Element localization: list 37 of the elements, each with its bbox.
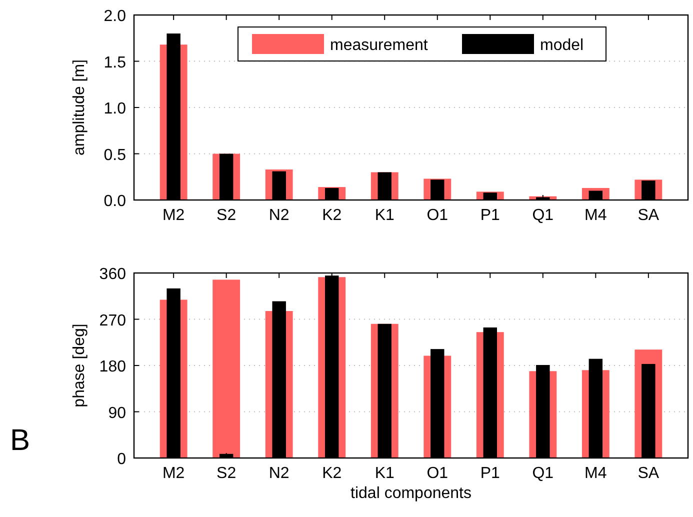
x-tick-label: SA [638, 465, 660, 482]
x-tick-label: K1 [374, 465, 394, 482]
y-tick-label: 90 [108, 404, 126, 422]
x-tick-label: M2 [162, 207, 185, 224]
y-tick-label: 0.5 [104, 146, 126, 164]
y-axis-title: amplitude [m] [71, 59, 88, 156]
y-tick-label: 0.0 [104, 193, 126, 210]
bar [212, 280, 240, 458]
y-tick-label: 1.0 [104, 100, 126, 118]
x-tick-label: K1 [374, 207, 394, 224]
y-tick-label: 1.5 [104, 54, 126, 72]
x-tick-label: N2 [268, 465, 290, 482]
x-tick-label: SA [638, 207, 660, 224]
y-axis-title: phase [deg] [71, 324, 88, 408]
legend-label: model [540, 37, 584, 54]
x-tick-label: M2 [162, 465, 185, 482]
legend-label: measurement [330, 37, 428, 54]
x-tick-label: P1 [480, 207, 500, 224]
x-tick-label: K2 [322, 465, 342, 482]
x-tick-label: M4 [584, 465, 607, 482]
y-tick-label: 0 [117, 451, 126, 468]
y-tick-label: 2.0 [104, 8, 126, 25]
x-tick-label: K2 [322, 207, 342, 224]
y-tick-label: 360 [99, 266, 126, 283]
x-tick-label: O1 [426, 207, 448, 224]
y-tick-label: 180 [99, 358, 126, 376]
x-tick-label: Q1 [532, 207, 554, 224]
x-tick-label: S2 [216, 207, 236, 224]
x-tick-label: M4 [584, 207, 607, 224]
x-axis-title: tidal components [350, 485, 472, 502]
y-tick-label: 270 [99, 312, 126, 330]
x-tick-label: N2 [268, 207, 290, 224]
text: B [10, 424, 30, 457]
x-tick-label: Q1 [532, 465, 554, 482]
x-tick-label: P1 [480, 465, 500, 482]
x-tick-label: S2 [216, 465, 236, 482]
x-tick-label: O1 [426, 465, 448, 482]
